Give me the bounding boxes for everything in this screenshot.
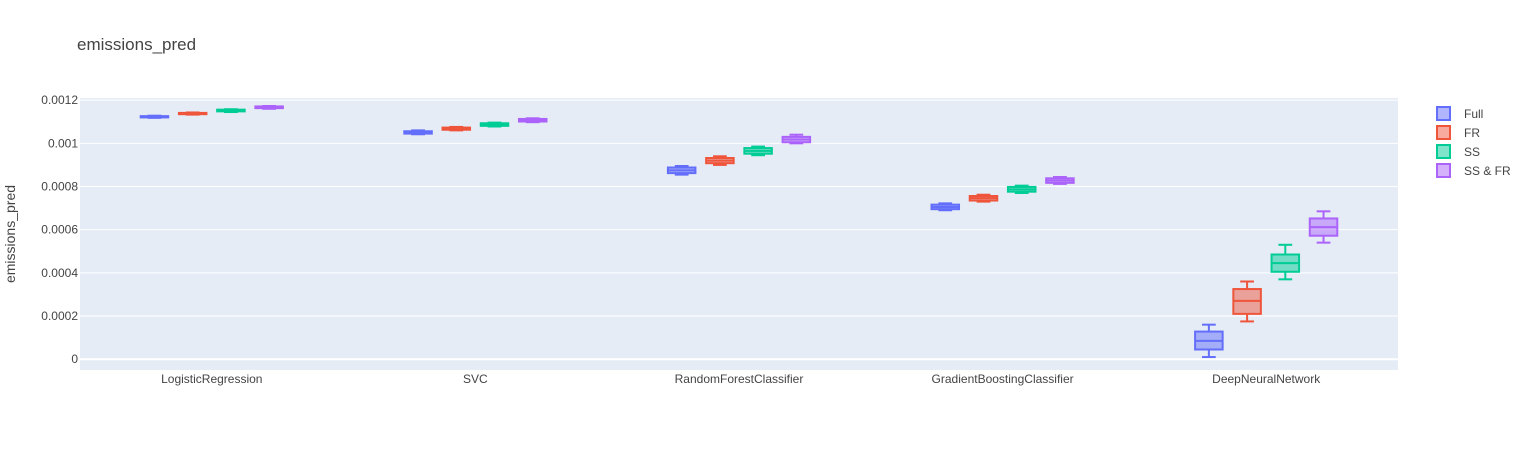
box-fr[interactable]: [441, 125, 472, 132]
box-ss[interactable]: [743, 145, 773, 157]
box-full[interactable]: [1194, 323, 1224, 359]
legend-swatch: [1436, 144, 1451, 159]
legend-item[interactable]: SS: [1436, 144, 1480, 159]
legend-swatch: [1436, 125, 1451, 140]
y-axis-ticks: 0 0.0002 0.0004 0.0006 0.0008 0.001 0.0012: [41, 93, 78, 366]
x-tick-label: GradientBoostingClassifier: [932, 372, 1074, 386]
x-tick-label: LogisticRegression: [161, 372, 262, 386]
box-ss-fr[interactable]: [781, 133, 812, 145]
box-fr[interactable]: [1232, 280, 1262, 323]
box-fr[interactable]: [177, 111, 208, 116]
legend[interactable]: Full FR SS SS & FR: [1436, 106, 1511, 178]
y-axis-title: emissions_pred: [2, 185, 18, 283]
chart-title: emissions_pred: [77, 35, 196, 54]
legend-swatch: [1436, 106, 1451, 121]
legend-label: SS: [1464, 145, 1480, 159]
y-tick-label: 0.0002: [41, 309, 78, 323]
box-ss[interactable]: [1006, 184, 1037, 194]
y-tick-label: 0.0004: [41, 266, 78, 280]
box-full[interactable]: [666, 165, 697, 176]
box-ss-fr[interactable]: [517, 117, 548, 124]
box-fr[interactable]: [968, 193, 999, 203]
box-full[interactable]: [930, 202, 961, 212]
legend-label: Full: [1464, 107, 1483, 121]
y-tick-label: 0: [71, 352, 78, 366]
y-tick-label: 0.0006: [41, 223, 78, 237]
legend-item[interactable]: FR: [1436, 125, 1480, 140]
legend-label: FR: [1464, 126, 1480, 140]
y-tick-label: 0.001: [48, 136, 78, 150]
box-ss-fr[interactable]: [1045, 176, 1075, 185]
box-full[interactable]: [403, 129, 433, 136]
legend-item[interactable]: Full: [1436, 106, 1483, 121]
y-tick-label: 0.0012: [41, 93, 78, 107]
gridlines: [80, 99, 1398, 361]
box-series[interactable]: [139, 104, 1339, 359]
box-ss[interactable]: [216, 108, 246, 114]
x-tick-label: SVC: [463, 372, 488, 386]
legend-swatch: [1436, 163, 1451, 178]
y-tick-label: 0.0008: [41, 180, 78, 194]
box-ss-fr[interactable]: [1308, 210, 1339, 244]
box-ss[interactable]: [479, 121, 510, 128]
plot-background: [80, 98, 1398, 370]
box-ss[interactable]: [1270, 243, 1301, 281]
box-ss-fr[interactable]: [254, 104, 284, 110]
x-tick-label: RandomForestClassifier: [675, 372, 804, 386]
legend-label: SS & FR: [1464, 164, 1511, 178]
x-axis-ticks: LogisticRegression SVC RandomForestClassif…: [161, 372, 1321, 386]
x-tick-label: DeepNeuralNetwork: [1212, 372, 1321, 386]
legend-item[interactable]: SS & FR: [1436, 163, 1511, 178]
box-fr[interactable]: [705, 155, 735, 166]
box-full[interactable]: [139, 114, 170, 119]
